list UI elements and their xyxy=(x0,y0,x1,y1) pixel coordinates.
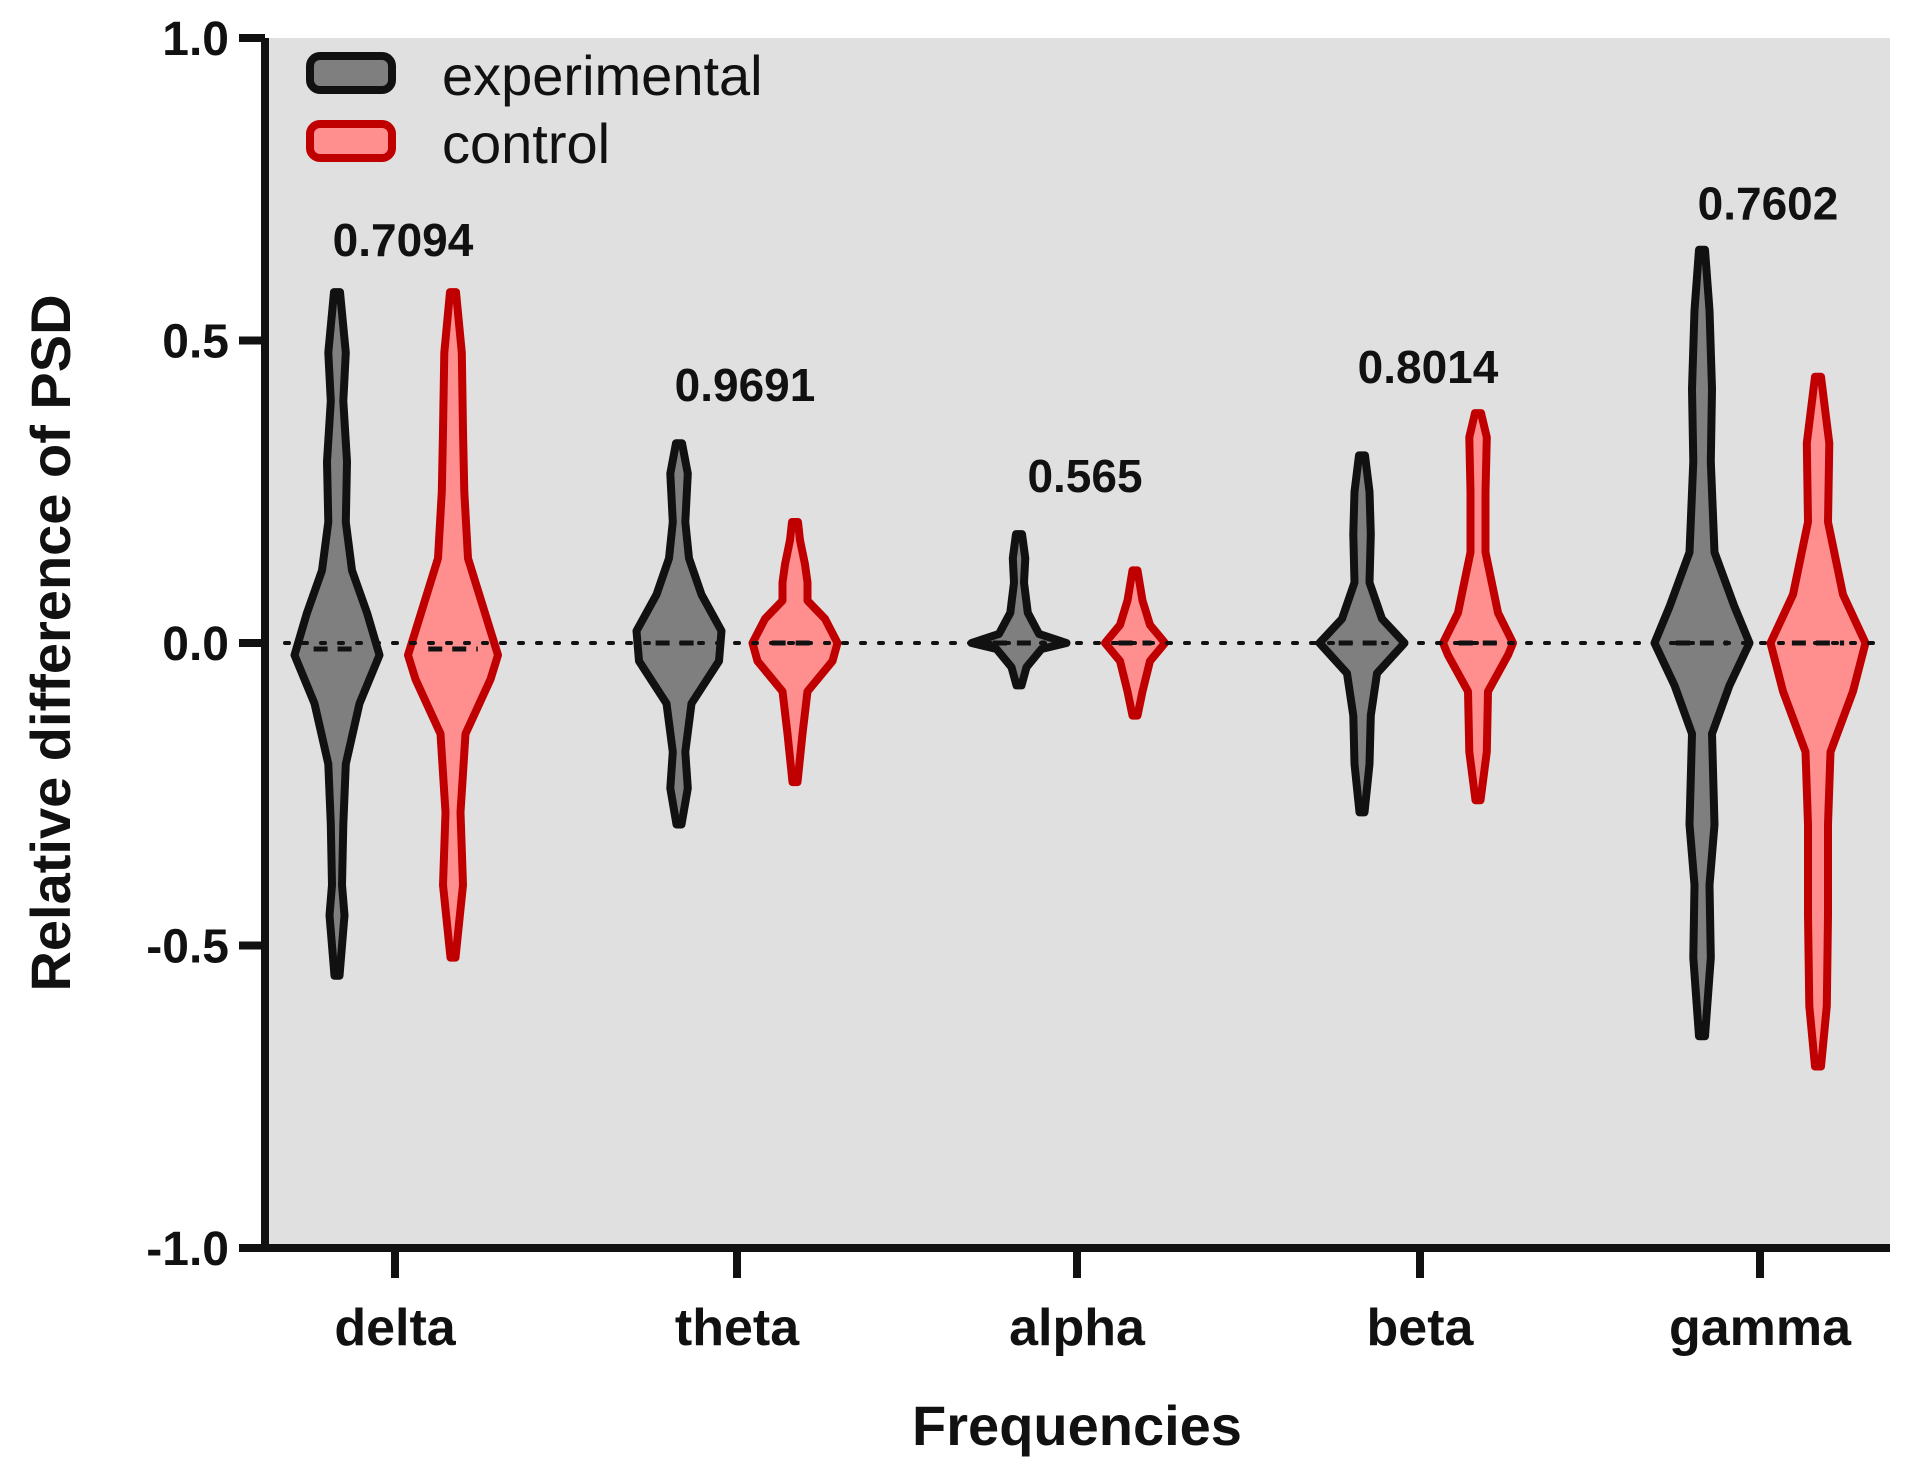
x-tick-label-gamma: gamma xyxy=(1669,1299,1852,1357)
x-tick-label-beta: beta xyxy=(1367,1299,1475,1357)
x-tick-label-delta: delta xyxy=(334,1299,456,1357)
legend-experimental-swatch xyxy=(306,52,396,94)
violin-control-beta xyxy=(1439,409,1517,805)
violins xyxy=(290,245,1870,1071)
p-value-theta: 0.9691 xyxy=(675,359,816,411)
p-value-annotations: 0.7094 0.9691 0.565 0.8014 0.7602 xyxy=(333,178,1839,502)
y-axis-title: Relative difference of PSD xyxy=(19,294,82,991)
p-value-beta: 0.8014 xyxy=(1358,341,1499,393)
y-tick-label: 0.5 xyxy=(162,316,229,369)
p-value-delta: 0.7094 xyxy=(333,214,474,266)
y-tick-label: -1.0 xyxy=(146,1223,229,1276)
y-tick-label: 0.0 xyxy=(162,618,229,671)
legend: experimental control xyxy=(306,44,763,175)
legend-control-swatch xyxy=(306,120,396,162)
x-axis-title: Frequencies xyxy=(912,1394,1242,1457)
violin-control-theta xyxy=(748,518,842,787)
p-value-alpha: 0.565 xyxy=(1027,450,1142,502)
violin-control-gamma xyxy=(1766,372,1870,1071)
x-tick-label-alpha: alpha xyxy=(1009,1299,1146,1357)
y-tick-label: -0.5 xyxy=(146,921,229,974)
violin-experimental-beta xyxy=(1315,451,1409,817)
x-axis-ticks: delta theta alpha beta gamma xyxy=(334,1248,1852,1357)
y-tick-label: 1.0 xyxy=(162,13,229,66)
p-value-gamma: 0.7602 xyxy=(1698,178,1839,230)
violin-experimental-theta xyxy=(632,439,726,829)
legend-control-label: control xyxy=(442,112,610,175)
violin-control-delta xyxy=(404,288,502,962)
violin-experimental-alpha xyxy=(967,530,1071,690)
x-tick-label-theta: theta xyxy=(675,1299,800,1357)
legend-experimental-label: experimental xyxy=(442,44,763,107)
y-axis-ticks: 1.0 0.5 0.0 -0.5 -1.0 xyxy=(146,13,265,1276)
violin-experimental-delta xyxy=(290,288,384,980)
